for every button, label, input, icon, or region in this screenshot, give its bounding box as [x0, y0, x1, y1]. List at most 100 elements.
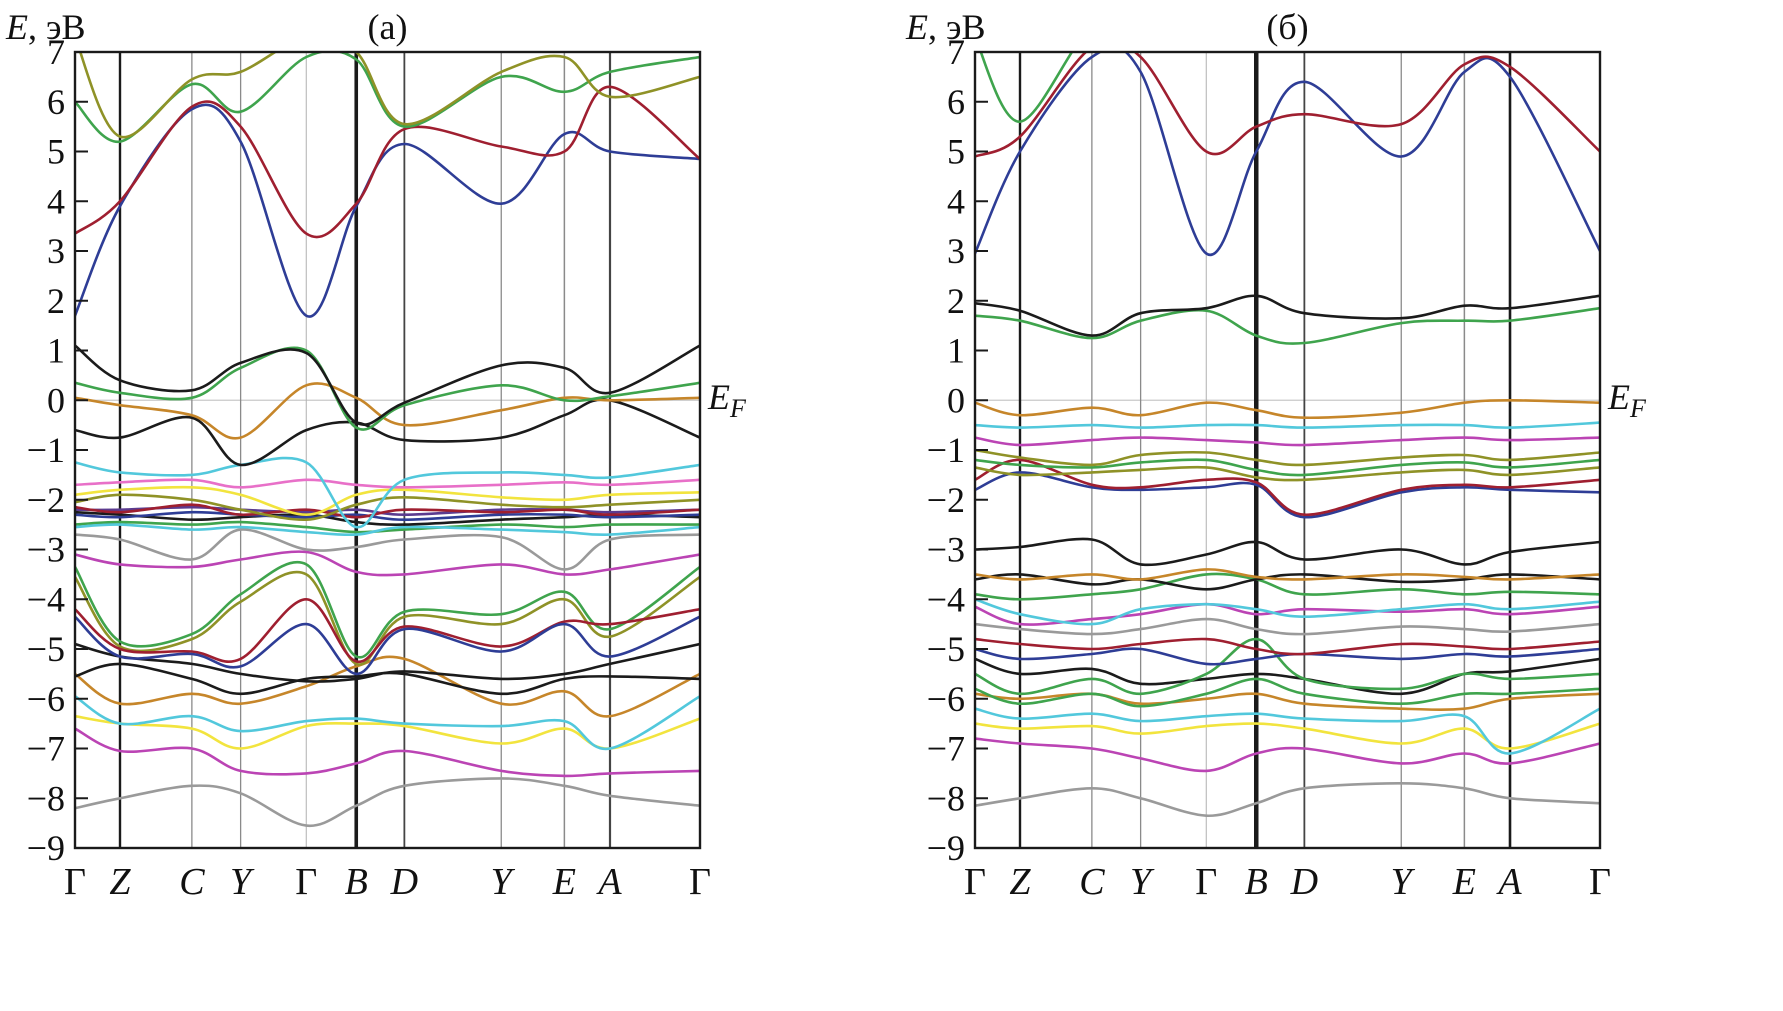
band-line	[75, 642, 700, 683]
band-line	[975, 722, 1600, 750]
y-tick-label: 3	[947, 231, 965, 271]
band-line	[975, 306, 1600, 345]
x-tick-label: Γ	[64, 861, 86, 903]
x-tick-label: Γ	[1195, 861, 1217, 903]
band-line	[75, 597, 700, 663]
band-line	[75, 346, 700, 431]
x-tick-label: Γ	[1589, 861, 1611, 903]
band-line	[975, 465, 1600, 482]
fermi-level-label-b: EF	[1608, 377, 1646, 424]
x-tick-label: Y	[491, 861, 516, 903]
band-line	[975, 677, 1600, 708]
y-tick-label: −2	[927, 480, 965, 520]
band-line	[975, 647, 1600, 666]
x-tick-label: D	[1290, 861, 1318, 903]
band-line	[75, 382, 700, 440]
band-line	[975, 573, 1600, 591]
band-line	[975, 657, 1600, 696]
band-line	[78, 52, 700, 139]
band-line	[975, 537, 1600, 567]
band-line	[75, 655, 700, 718]
panel-a-title: (а)	[367, 7, 408, 47]
band-line	[975, 448, 1600, 467]
y-tick-label: 1	[947, 331, 965, 371]
y-axis-title-b: E, эВ	[906, 6, 985, 48]
y-tick-label: −6	[27, 679, 65, 719]
band-line	[75, 344, 700, 426]
x-tick-label: Γ	[295, 861, 317, 903]
band-line	[75, 503, 700, 519]
y-tick-label: 2	[947, 281, 965, 321]
band-line	[75, 714, 700, 750]
x-tick-label: Y	[230, 861, 255, 903]
x-tick-label: Γ	[964, 861, 986, 903]
band-line	[975, 572, 1600, 601]
y-axis-title-a: E, эВ	[6, 6, 85, 48]
band-line	[975, 436, 1600, 447]
band-line	[975, 52, 1600, 257]
band-line	[975, 637, 1600, 656]
y-tick-label: −5	[27, 629, 65, 669]
band-line	[75, 615, 700, 676]
plot-frame	[973, 50, 1602, 850]
y-tick-label: 6	[47, 82, 65, 122]
y-tick-label: −3	[27, 530, 65, 570]
x-tick-label: C	[179, 861, 205, 903]
band-line	[75, 478, 700, 489]
band-line	[75, 528, 700, 571]
band-line	[975, 598, 1600, 626]
fermi-level-label-a: EF	[708, 377, 746, 424]
band-line	[75, 695, 700, 751]
band-line	[975, 781, 1600, 818]
x-tick-label: Y	[1391, 861, 1416, 903]
band-line	[75, 523, 700, 537]
y-tick-label: −4	[927, 579, 965, 619]
y-tick-label: −9	[927, 828, 965, 868]
x-tick-label: D	[390, 861, 418, 903]
band-line	[75, 493, 700, 522]
band-line	[975, 637, 1600, 696]
y-tick-label: 4	[47, 181, 65, 221]
band-line	[75, 662, 700, 696]
band-line	[75, 777, 700, 827]
band-line	[975, 52, 1600, 158]
band-line	[75, 398, 700, 467]
x-tick-label: E	[552, 861, 576, 903]
band-line	[975, 458, 1600, 477]
panel-b-title: (б)	[1266, 7, 1309, 47]
y-tick-label: 7	[47, 32, 65, 72]
y-tick-label: 6	[947, 82, 965, 122]
y-tick-label: −5	[927, 629, 965, 669]
band-line	[75, 510, 700, 522]
y-tick-label: −7	[927, 729, 965, 769]
y-tick-label: −4	[27, 579, 65, 619]
x-tick-label: Z	[1009, 861, 1031, 903]
band-line	[975, 737, 1600, 773]
y-tick-label: −1	[27, 430, 65, 470]
band-line	[75, 550, 700, 577]
band-line	[975, 707, 1600, 755]
y-tick-label: 3	[47, 231, 65, 271]
y-tick-label: −8	[927, 778, 965, 818]
band-line	[75, 85, 700, 239]
x-tick-label: C	[1079, 861, 1105, 903]
y-tick-label: −8	[27, 778, 65, 818]
energy-symbol: E	[906, 7, 928, 47]
x-tick-label: Γ	[689, 861, 711, 903]
band-line	[975, 398, 1600, 420]
x-tick-label: E	[1452, 861, 1476, 903]
y-tick-label: −1	[927, 430, 965, 470]
band-line	[975, 617, 1600, 636]
y-tick-label: −2	[27, 480, 65, 520]
y-tick-label: −7	[27, 729, 65, 769]
energy-units: , эВ	[928, 7, 986, 47]
y-tick-label: −3	[927, 530, 965, 570]
x-tick-label: B	[1245, 861, 1268, 903]
band-line	[979, 52, 1074, 124]
y-tick-label: 7	[947, 32, 965, 72]
band-line	[975, 294, 1600, 337]
y-tick-label: 1	[47, 331, 65, 371]
